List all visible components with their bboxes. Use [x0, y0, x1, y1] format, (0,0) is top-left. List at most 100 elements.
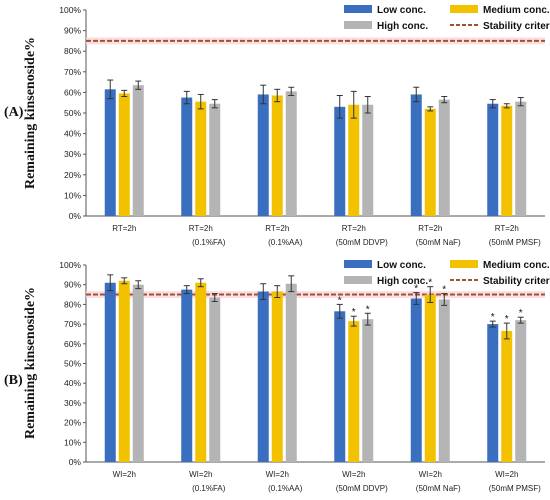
x-tick-label: WI=2h — [419, 470, 442, 479]
x-tick-label: RT=2h — [342, 224, 366, 233]
panel-label: (A) — [4, 105, 24, 120]
y-tick-label: 40% — [64, 129, 81, 139]
x-tick-sublabel: (0.1%AA) — [268, 238, 303, 247]
bar — [410, 298, 422, 462]
x-tick-label: RT=2h — [189, 224, 213, 233]
bar — [362, 104, 374, 216]
bar — [501, 105, 513, 216]
y-axis-title: Remaining kinsenoside% — [23, 287, 38, 439]
significance-mark: * — [366, 304, 370, 315]
x-tick-label: WI=2h — [495, 470, 518, 479]
x-tick-label: RT=2h — [112, 224, 136, 233]
significance-mark: * — [505, 314, 509, 325]
bar — [132, 284, 144, 462]
y-tick-label: 30% — [64, 149, 81, 159]
bar — [181, 289, 193, 462]
bar — [285, 283, 297, 462]
legend: Low conc. High conc. Medium conc. Stability… — [344, 5, 550, 32]
y-tick-label: 10% — [64, 190, 81, 200]
legend-label-low: Low conc. — [377, 5, 426, 16]
bar — [424, 294, 436, 462]
bar — [118, 280, 130, 462]
significance-mark: * — [338, 295, 342, 306]
x-tick-sublabel: (50mM DDVP) — [336, 238, 388, 247]
legend-swatch-high — [344, 21, 372, 29]
y-tick-label: 100% — [59, 260, 81, 270]
bar — [424, 108, 436, 216]
significance-mark: * — [428, 278, 432, 289]
legend-swatch-low — [344, 260, 372, 268]
bar — [515, 101, 527, 216]
bar — [438, 99, 450, 216]
bar — [209, 297, 221, 462]
y-tick-label: 0% — [69, 211, 82, 221]
y-tick-label: 80% — [64, 46, 81, 56]
x-tick-sublabel: (50mM PMSF) — [489, 484, 541, 493]
bar — [438, 299, 450, 462]
chart-panel-b: (B) Remaining kinsenoside% 0% 10% 20% 30% 40% 5… — [4, 260, 550, 493]
legend-swatch-medium — [450, 260, 478, 268]
bar — [348, 104, 360, 216]
bar — [348, 321, 360, 462]
bar — [257, 291, 269, 462]
y-tick-label: 100% — [59, 5, 81, 15]
y-tick-label: 50% — [64, 359, 81, 369]
y-axis-title: Remaining kinsenoside% — [23, 37, 38, 189]
x-tick-sublabel: (50mM NaF) — [416, 238, 461, 247]
bar — [271, 291, 283, 462]
significance-mark: * — [519, 308, 523, 319]
bar — [487, 103, 499, 216]
x-tick-sublabel: (0.1%FA) — [192, 484, 226, 493]
x-tick-label: WI=2h — [266, 470, 289, 479]
x-tick-label: WI=2h — [189, 470, 212, 479]
y-tick-label: 40% — [64, 378, 81, 388]
panel-label: (B) — [4, 373, 23, 388]
y-tick-label: 70% — [64, 67, 81, 77]
bar — [501, 330, 513, 462]
bar — [104, 282, 116, 462]
bar — [334, 311, 346, 462]
legend-label-high: High conc. — [377, 21, 428, 32]
y-tick-label: 60% — [64, 87, 81, 97]
criterion-band — [86, 37, 545, 45]
bar — [132, 85, 144, 216]
bar — [515, 320, 527, 462]
bar — [487, 324, 499, 462]
bar — [195, 282, 207, 462]
bar — [118, 93, 130, 216]
x-tick-label: RT=2h — [418, 224, 442, 233]
y-tick-label: 20% — [64, 170, 81, 180]
bar — [410, 94, 422, 216]
x-tick-label: WI=2h — [342, 470, 365, 479]
legend-swatch-medium — [450, 5, 478, 13]
y-tick-label: 70% — [64, 319, 81, 329]
x-tick-sublabel: (0.1%FA) — [192, 238, 226, 247]
bar — [181, 97, 193, 216]
y-tick-label: 60% — [64, 339, 81, 349]
legend-swatch-low — [344, 5, 372, 13]
bar — [285, 91, 297, 216]
criterion-band — [86, 291, 545, 299]
x-tick-sublabel: (50mM PMSF) — [489, 238, 541, 247]
y-tick-label: 30% — [64, 398, 81, 408]
significance-mark: * — [491, 312, 495, 323]
legend-label-medium: Medium conc. — [483, 5, 550, 16]
significance-mark: * — [442, 285, 446, 296]
x-tick-label: WI=2h — [113, 470, 136, 479]
legend-label-high: High conc. — [377, 276, 428, 287]
y-tick-label: 90% — [64, 280, 81, 290]
bar — [209, 103, 221, 216]
x-tick-sublabel: (50mM DDVP) — [336, 484, 388, 493]
legend-label-criterion: Stability criterion — [483, 21, 550, 32]
y-tick-label: 90% — [64, 26, 81, 36]
significance-mark: * — [352, 307, 356, 318]
bar — [257, 94, 269, 216]
legend-swatch-high — [344, 276, 372, 284]
y-tick-label: 50% — [64, 108, 81, 118]
legend-label-medium: Medium conc. — [483, 260, 550, 271]
y-tick-label: 80% — [64, 299, 81, 309]
x-tick-label: RT=2h — [265, 224, 289, 233]
x-tick-sublabel: (50mM NaF) — [416, 484, 461, 493]
bar — [362, 319, 374, 462]
